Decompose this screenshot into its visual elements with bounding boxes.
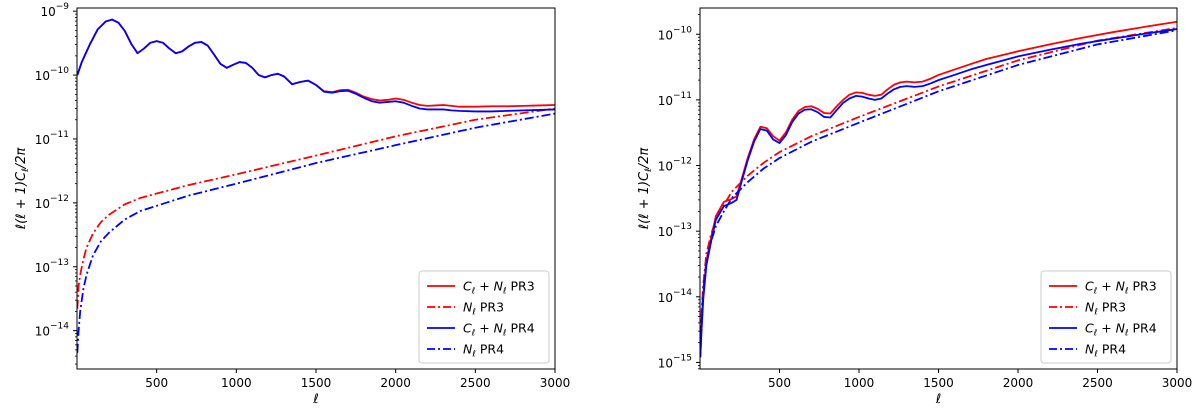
legend-label-2: Nℓ PR3 — [1085, 300, 1126, 318]
y-tick-label-5: 10−10 — [658, 25, 693, 42]
y-tick-label-5: 10−9 — [40, 2, 69, 19]
y-axis-label: ℓ(ℓ + 1)Cℓ/2π — [14, 148, 31, 231]
legend: Cℓ + Nℓ PR3 Nℓ PR3 Cℓ + Nℓ PR4 Nℓ PR4 — [1040, 270, 1172, 364]
series-line-2 — [77, 107, 555, 309]
legend-label-4: Nℓ PR4 — [463, 342, 504, 360]
x-axis-label: ℓ — [935, 392, 941, 407]
legend: Cℓ + Nℓ PR3 Nℓ PR3 Cℓ + Nℓ PR4 Nℓ PR4 — [418, 270, 550, 364]
x-tick-label-4: 2500 — [1082, 376, 1113, 390]
y-tick-label-3: 10−11 — [35, 130, 69, 147]
series-line-3 — [77, 18, 555, 113]
legend-box — [418, 270, 550, 364]
legend-label-4: Nℓ PR4 — [1085, 342, 1126, 360]
y-tick-label-4: 10−10 — [35, 66, 70, 83]
y-tick-label-4: 10−11 — [658, 91, 692, 108]
x-axis-label: ℓ — [312, 392, 318, 407]
legend-label-1: Cℓ + Nℓ PR3 — [1085, 279, 1157, 297]
legend-label-1: Cℓ + Nℓ PR3 — [463, 279, 535, 297]
x-tick-label-4: 2500 — [460, 376, 491, 390]
series-group — [77, 18, 555, 353]
series-line-1 — [77, 18, 555, 108]
x-tick-label-2: 1500 — [923, 376, 954, 390]
series-group — [700, 20, 1177, 358]
y-tick-label-0: 10−15 — [658, 353, 692, 370]
x-tick-label-3: 2000 — [1003, 376, 1034, 390]
y-tick-label-1: 10−14 — [658, 288, 693, 305]
legend-label-3: Cℓ + Nℓ PR4 — [1085, 321, 1157, 339]
y-axis-label: ℓ(ℓ + 1)Cℓ/2π — [637, 148, 654, 231]
y-tick-label-2: 10−13 — [658, 222, 692, 239]
legend-box — [1040, 270, 1172, 364]
x-tick-label-1: 1000 — [844, 376, 875, 390]
series-line-3 — [700, 28, 1177, 358]
x-tick-label-0: 500 — [768, 376, 791, 390]
x-tick-label-3: 2000 — [380, 376, 411, 390]
y-tick-label-1: 10−13 — [35, 258, 69, 275]
y-tick-label-2: 10−12 — [35, 194, 69, 211]
x-tick-label-0: 500 — [145, 376, 168, 390]
x-tick-label-5: 3000 — [540, 376, 571, 390]
legend-label-2: Nℓ PR3 — [463, 300, 504, 318]
series-line-4 — [77, 112, 555, 353]
legend-label-3: Cℓ + Nℓ PR4 — [463, 321, 535, 339]
series-line-4 — [700, 29, 1177, 358]
chart-panel-1: 500 1000 1500 2000 2500 3000 10−14 10−13 10−12 10… — [14, 2, 570, 407]
x-tick-label-5: 3000 — [1162, 376, 1193, 390]
chart-panel-2: 500 1000 1500 2000 2500 3000 10−15 10−14 10−13 10… — [637, 7, 1193, 407]
x-tick-label-1: 1000 — [221, 376, 252, 390]
y-tick-label-0: 10−14 — [35, 322, 70, 339]
y-tick-label-3: 10−12 — [658, 157, 692, 174]
x-tick-label-2: 1500 — [301, 376, 332, 390]
series-line-1 — [700, 20, 1177, 356]
